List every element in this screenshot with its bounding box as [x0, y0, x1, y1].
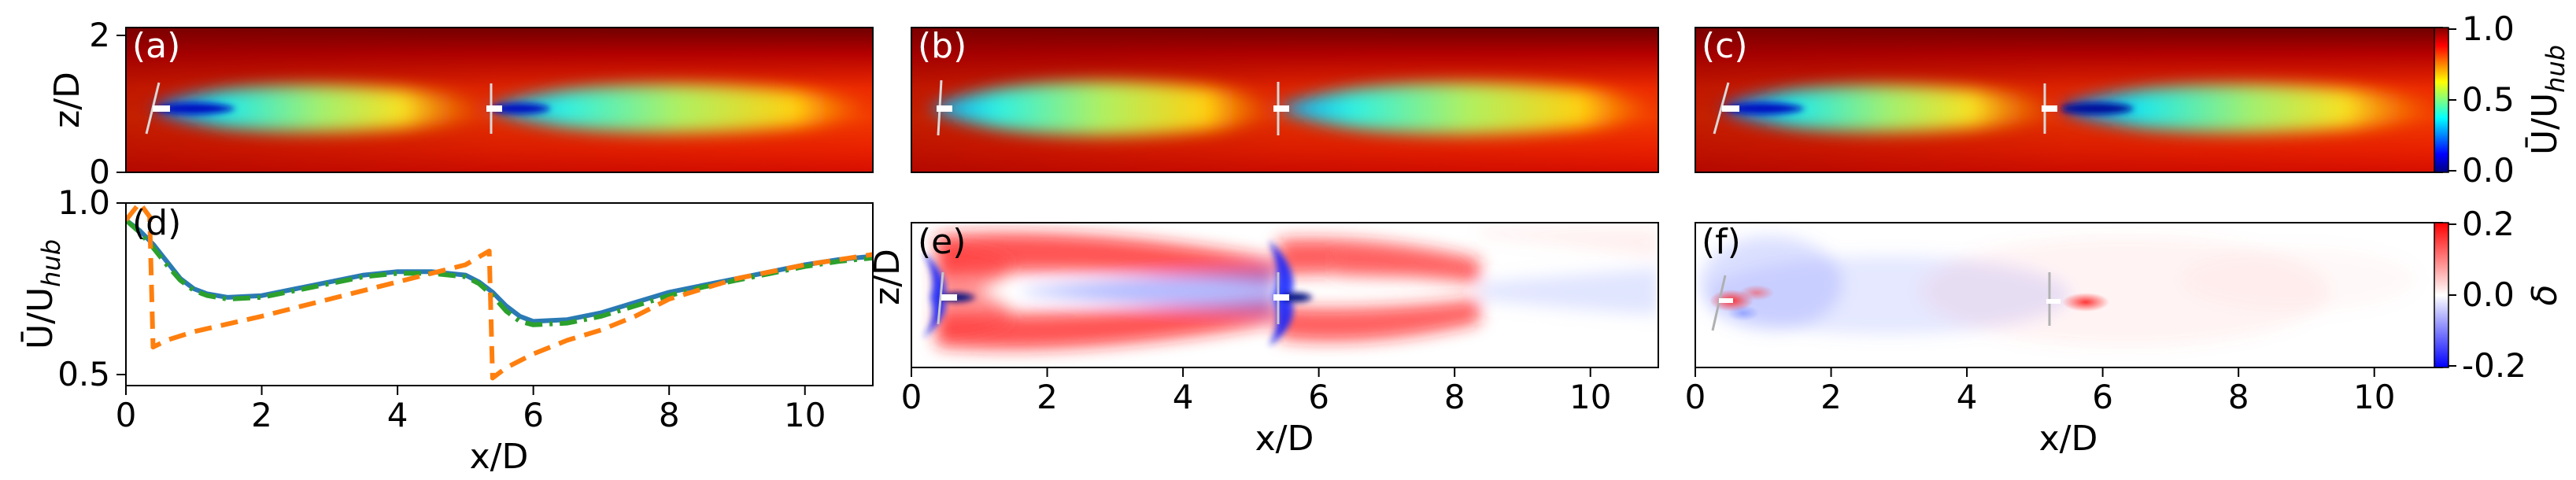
colorbar-bottom: 0.2 0.0 -0.2 δ: [2434, 205, 2565, 385]
x-axes: 0 2 4 6 8 10 0 2 4 6 8 10 0 2 4 6 8 10: [116, 367, 2395, 434]
colorbar-bottom-label: δ: [2525, 285, 2565, 306]
panel-b-field: [911, 28, 1658, 172]
panel-f-xtick: 2: [1820, 378, 1842, 416]
panel-d-xtick: 2: [251, 396, 272, 434]
panel-a-ytick: 2: [89, 16, 110, 54]
panel-e-xlabel: x/D: [1255, 419, 1314, 459]
panel-e-ylabel: z/D: [867, 249, 907, 305]
panel-d-xtick: 10: [784, 396, 826, 434]
panel-f-xtick: 0: [1685, 378, 1706, 416]
colorbar-bottom-tick: -0.2: [2462, 346, 2526, 385]
panel-f-xtick: 10: [2353, 378, 2395, 416]
panel-d-xtick: 0: [116, 396, 137, 434]
panel-d-ylabel: Ū/Uhub: [20, 239, 66, 349]
panel-a-ylabel: z/D: [47, 72, 87, 128]
panel-d-xtick: 8: [659, 396, 680, 434]
panel-a-ytick: 0: [89, 153, 110, 191]
panel-e-xtick: 6: [1308, 378, 1329, 416]
panel-d-series-line-3: [126, 203, 873, 381]
panel-e-xtick: 10: [1569, 378, 1611, 416]
panel-e-xtick: 2: [1037, 378, 1058, 416]
panel-e: (e): [911, 222, 1659, 368]
panel-f-xtick: 6: [2092, 378, 2113, 416]
colorbar-top-tick: 1.0: [2462, 9, 2515, 48]
panel-d-xtick: 6: [523, 396, 544, 434]
panel-a-field: [126, 28, 873, 172]
panel-d-yaxis: 1.0 0.5 Ū/Uhub: [20, 183, 126, 393]
panel-d-lines: [126, 203, 873, 381]
colorbar-bottom-tick: 0.0: [2462, 275, 2515, 314]
panel-d-xtick: 4: [387, 396, 408, 434]
panel-d: (d): [125, 202, 874, 386]
panel-a-yaxis: 2 0 z/D: [47, 16, 126, 191]
panel-e-label: (e): [918, 222, 966, 262]
panel-f-xlabel: x/D: [2039, 419, 2098, 459]
colorbar-top-label: Ū/Uhub: [2524, 45, 2570, 155]
panel-f-label: (f): [1702, 222, 1741, 262]
colorbar-top: 1.0 0.5 0.0 Ū/Uhub: [2434, 9, 2570, 190]
panel-c-label: (c): [1702, 26, 1748, 66]
panel-e-xtick: 8: [1444, 378, 1465, 416]
panel-c-field: [1695, 28, 2442, 172]
colorbar-top-tick: 0.5: [2462, 80, 2515, 119]
panel-d-ytick: 1.0: [57, 183, 110, 222]
panel-e-xtick: 0: [901, 378, 922, 416]
panel-b-label: (b): [918, 26, 966, 66]
panel-d-ytick: 0.5: [57, 355, 110, 393]
panel-f-xtick: 8: [2228, 378, 2249, 416]
panel-e-field: [911, 223, 1658, 367]
panel-f-xtick: 4: [1957, 378, 1978, 416]
panel-f: (f): [1695, 222, 2443, 368]
panel-e-xtick: 4: [1173, 378, 1194, 416]
panel-d-label: (d): [132, 203, 181, 243]
panel-a-label: (a): [132, 26, 180, 66]
panel-b: (b): [911, 26, 1659, 173]
colorbar-bottom-tick: 0.2: [2462, 205, 2515, 243]
panel-a: (a): [125, 26, 874, 173]
panel-c: (c): [1695, 26, 2443, 173]
panel-d-xlabel: x/D: [470, 437, 529, 477]
colorbar-top-tick: 0.0: [2462, 151, 2515, 190]
panel-f-field: [1695, 223, 2442, 367]
